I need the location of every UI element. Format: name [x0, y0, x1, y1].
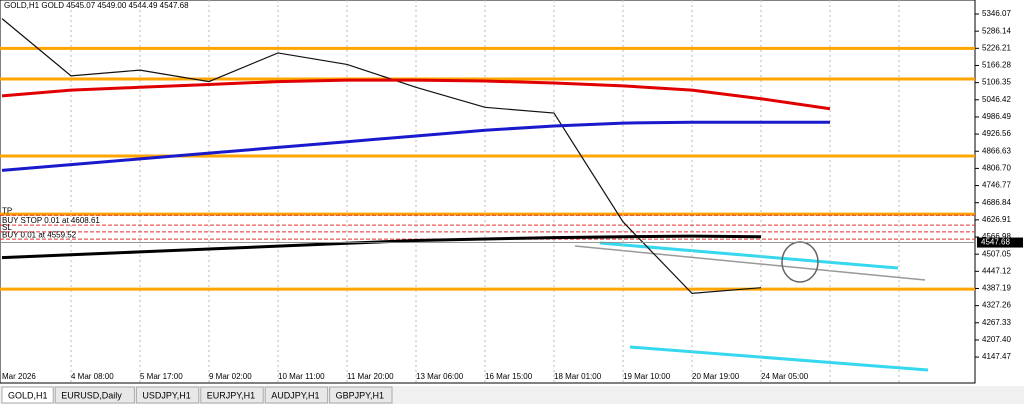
y-tick-label: 4507.05: [982, 249, 1011, 258]
chart-header: GOLD,H1 GOLD 4545.07 4549.00 4544.49 454…: [4, 1, 189, 10]
y-tick-label: 5046.42: [982, 95, 1011, 104]
tab[interactable]: [135, 386, 200, 404]
order-label: BUY STOP 0.01 at 4608.61: [2, 216, 100, 225]
y-tick-label: 4986.49: [982, 112, 1011, 121]
y-tick-label: 5106.35: [982, 78, 1011, 87]
y-tick-label: 4866.63: [982, 146, 1011, 155]
x-tick-label: 19 Mar 10:00: [623, 372, 671, 381]
y-tick-label: 4387.19: [982, 284, 1011, 293]
price-label: 4547.68: [981, 238, 1010, 247]
tab-label[interactable]: EURUSD,Daily: [61, 390, 122, 400]
order-label: TP: [2, 206, 12, 215]
tab-label[interactable]: AUDJPY,H1: [271, 390, 319, 400]
x-tick-label: 24 Mar 05:00: [761, 372, 809, 381]
y-tick-label: 5286.14: [982, 26, 1011, 35]
y-tick-label: 4626.91: [982, 215, 1011, 224]
y-tick-label: 5226.21: [982, 43, 1011, 52]
tab-label[interactable]: USDJPY,H1: [142, 390, 190, 400]
tab[interactable]: [264, 386, 329, 404]
tab[interactable]: [200, 386, 264, 404]
series-line: [1, 18, 762, 295]
x-tick-label: 20 Mar 19:00: [692, 372, 740, 381]
tab[interactable]: [54, 386, 135, 404]
y-tick-label: 4926.56: [982, 129, 1011, 138]
y-tick-label: 4566.98: [982, 232, 1011, 241]
x-tick-label: 18 Mar 01:00: [554, 372, 602, 381]
x-tick-label: 13 Mar 06:00: [416, 372, 464, 381]
y-tick-label: 4686.84: [982, 198, 1011, 207]
x-tick-label: 11 Mar 20:00: [347, 372, 394, 381]
y-tick-label: 4327.26: [982, 301, 1011, 310]
x-tick-label: Mar 2026: [2, 372, 36, 381]
order-label: SL: [2, 223, 12, 232]
x-tick-label: 4 Mar 08:00: [71, 372, 114, 381]
tab-label[interactable]: EURJPY,H1: [207, 390, 255, 400]
y-tick-label: 4207.40: [982, 335, 1011, 344]
y-tick-label: 4267.33: [982, 318, 1011, 327]
tab-label[interactable]: GOLD,H1: [8, 390, 48, 400]
tab-label[interactable]: GBPJPY,H1: [336, 390, 384, 400]
x-tick-label: 16 Mar 15:00: [485, 372, 533, 381]
y-tick-label: 5166.28: [982, 61, 1011, 70]
y-tick-label: 4806.70: [982, 164, 1011, 173]
order-label: BUY 0.01 at 4559.52: [2, 230, 77, 239]
price-box: [977, 237, 1023, 248]
series-line: [1, 78, 831, 111]
x-tick-label: 9 Mar 02:00: [209, 372, 252, 381]
channel-lines: [574, 241, 929, 372]
y-tick-label: 5346.07: [982, 9, 1011, 18]
y-tick-label: 4147.47: [982, 352, 1011, 361]
tab[interactable]: [1, 386, 54, 404]
plot-area: [0, 0, 976, 384]
x-tick-label: 5 Mar 17:00: [140, 372, 183, 381]
tab[interactable]: [329, 386, 393, 404]
x-tick-label: 10 Mar 11:00: [278, 372, 325, 381]
series-line: [1, 120, 830, 172]
series-line: [1, 234, 762, 260]
y-tick-label: 4447.12: [982, 266, 1011, 275]
y-tick-label: 4746.77: [982, 181, 1011, 190]
